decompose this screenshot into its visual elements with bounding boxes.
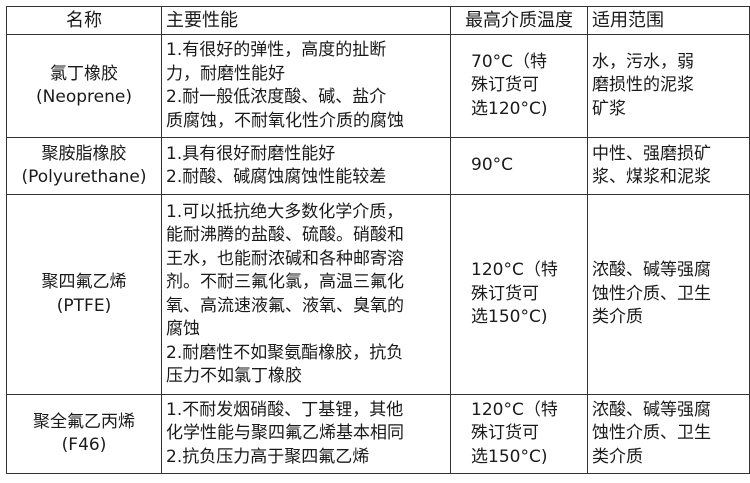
max-temp-line: 殊订货可 — [471, 423, 539, 444]
scope-line: 磨损性的泥浆 — [592, 75, 694, 96]
max-temp-cell: 120°C（特 殊订货可 选150°C) — [450, 394, 588, 474]
performance-line: 1.具有很好耐磨性能好 — [166, 143, 336, 164]
performance-line: 2.耐磨性不如聚氨酯橡胶，抗负 — [166, 342, 404, 363]
material-name-line: 聚四氟乙烯 — [41, 272, 127, 292]
scope-line: 水，污水，弱 — [592, 51, 694, 72]
performance-line: 氧、高流速液氟、液氧、臭氧的 — [166, 295, 404, 316]
max-temp-line: 选150°C) — [471, 446, 548, 467]
scope-line: 浓酸、碱等强腐 — [592, 260, 711, 281]
material-name-line: 聚胺脂橡胶 — [41, 143, 127, 164]
max-temp-line: 选120°C) — [471, 98, 548, 119]
scope-line: 蚀性介质、卫生 — [592, 423, 711, 444]
material-name-line: 聚全氟乙丙烯 — [33, 411, 135, 432]
header-row: 名称 主要性能 最高介质温度 适用范围 — [6, 6, 750, 35]
max-temp-line: 70°C（特 — [471, 51, 548, 72]
max-temp-cell: 90°C — [450, 137, 588, 195]
performance-line: 能耐沸腾的盐酸、硫酸。硝酸和 — [166, 225, 404, 245]
performance-cell: 1.可以抵抗绝大多数化学介质， 能耐沸腾的盐酸、硫酸。硝酸和 王水，也能耐浓碱和各种… — [161, 194, 451, 395]
max-temp-line: 90°C — [471, 155, 514, 176]
scope-line: 中性、强磨损矿 — [592, 143, 711, 164]
scope-cell: 中性、强磨损矿 浆、煤浆和泥浆 — [587, 137, 750, 195]
performance-cell: 1.不耐发烟硝酸、丁基锂，其他 化学性能与聚四氟乙烯基本相同 2.抗负压力高于聚四氟… — [161, 394, 451, 474]
table-row: 聚胺脂橡胶 (Polyurethane) 1.具有很好耐磨性能好 2.耐酸、碱腐蚀腐蚀… — [6, 137, 750, 195]
max-temp-cell: 70°C（特 殊订货可 选120°C) — [450, 34, 588, 138]
performance-cell: 1.有很好的弹性，高度的扯断 力，耐磨性能好 2.耐一般低浓度酸、碱、盐介 质腐蚀，不… — [161, 34, 451, 138]
performance-line: 质腐蚀，不耐氧化性介质的腐蚀 — [166, 110, 404, 131]
max-temp-line: 120°C（特 — [471, 260, 558, 281]
max-temp-line: 殊订货可 — [471, 283, 539, 304]
performance-line: 剂。不耐三氟化氯，高温三氟化 — [166, 272, 404, 292]
performance-line: 1.可以抵抗绝大多数化学介质， — [166, 201, 404, 222]
material-name-line: (Polyurethane) — [21, 167, 147, 187]
max-temp-line: 殊订货可 — [471, 75, 539, 96]
table-row: 聚全氟乙丙烯 (F46) 1.不耐发烟硝酸、丁基锂，其他 化学性能与聚四氟乙烯基本相同… — [6, 394, 750, 474]
scope-cell: 水，污水，弱 磨损性的泥浆 矿浆 — [587, 34, 750, 138]
performance-line: 2.耐酸、碱腐蚀腐蚀性能较差 — [166, 167, 387, 187]
max-temp-line: 120°C（特 — [471, 399, 558, 420]
material-name-line: (Neoprene) — [36, 87, 132, 107]
performance-line: 力，耐磨性能好 — [166, 63, 285, 84]
performance-line: 化学性能与聚四氟乙烯基本相同 — [166, 423, 404, 444]
table-row: 聚四氟乙烯 (PTFE) 1.可以抵抗绝大多数化学介质， 能耐沸腾的盐酸、硫酸。硝酸和… — [6, 194, 750, 395]
scope-line: 类介质 — [592, 307, 643, 328]
material-name-line: (PTFE) — [56, 295, 112, 316]
material-name-line: (F46) — [61, 435, 107, 455]
performance-line: 2.耐一般低浓度酸、碱、盐介 — [166, 87, 387, 107]
scope-line: 浆、煤浆和泥浆 — [592, 167, 711, 187]
max-temp-cell: 120°C（特 殊订货可选150°C) — [450, 194, 588, 395]
table-row: 氯丁橡胶 (Neoprene) 1.有很好的弹性，高度的扯断 力，耐磨性能好 2.耐一般… — [6, 34, 750, 138]
max-temp-line: 选150°C) — [471, 307, 548, 328]
material-name-line: 氯丁橡胶 — [50, 63, 118, 84]
performance-line: 王水，也能耐浓碱和各种邮寄溶 — [166, 248, 404, 269]
material-name-cell: 聚胺脂橡胶 (Polyurethane) — [6, 137, 162, 195]
performance-line: 2.抗负压力高于聚四氟乙烯 — [166, 446, 370, 467]
material-name-cell: 聚全氟乙丙烯 (F46) — [6, 394, 162, 474]
header-scope: 适用范围 — [587, 6, 750, 35]
scope-cell: 浓酸、碱等强腐 蚀性介质、卫生 类介质 — [587, 394, 750, 474]
header-performance: 主要性能 — [161, 6, 451, 35]
material-name-cell: 聚四氟乙烯 (PTFE) — [6, 194, 162, 395]
header-max-temp: 最高介质温度 — [450, 6, 588, 35]
performance-line: 1.有很好的弹性，高度的扯断 — [166, 40, 387, 60]
scope-line: 类介质 — [592, 446, 643, 467]
scope-cell: 浓酸、碱等强腐 蚀性介质、卫生 类介质 — [587, 194, 750, 395]
scope-line: 蚀性介质、卫生 — [592, 283, 711, 304]
scope-line: 矿浆 — [592, 98, 626, 119]
performance-line: 1.不耐发烟硝酸、丁基锂，其他 — [166, 399, 404, 420]
materials-table: 名称 主要性能 最高介质温度 适用范围 氯丁橡胶 (Neoprene) 1.有很好的… — [6, 6, 750, 474]
performance-cell: 1.具有很好耐磨性能好 2.耐酸、碱腐蚀腐蚀性能较差 — [161, 137, 451, 195]
performance-line: 压力不如氯丁橡胶 — [166, 366, 302, 386]
scope-line: 浓酸、碱等强腐 — [592, 399, 711, 420]
material-name-cell: 氯丁橡胶 (Neoprene) — [6, 34, 162, 138]
performance-line: 腐蚀 — [166, 319, 200, 339]
header-name: 名称 — [6, 6, 162, 35]
